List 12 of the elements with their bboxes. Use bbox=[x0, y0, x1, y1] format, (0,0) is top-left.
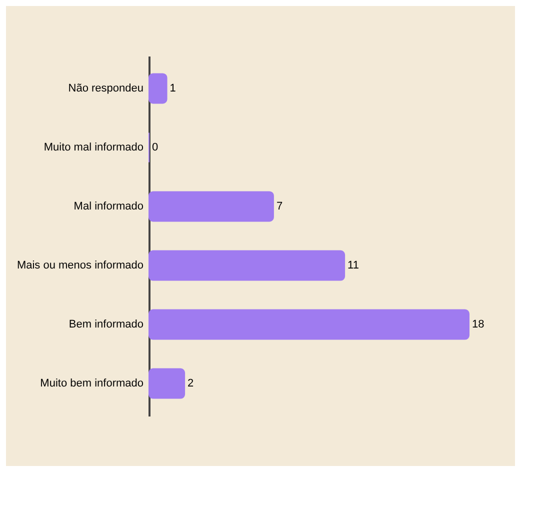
data-label: 11 bbox=[348, 260, 359, 272]
y-tick-label: Muito mal informado bbox=[44, 141, 144, 154]
data-label: 7 bbox=[276, 200, 283, 212]
data-label: 18 bbox=[472, 318, 484, 331]
data-label: 0 bbox=[152, 141, 158, 154]
y-tick-label: Mal informado bbox=[74, 200, 144, 212]
data-label: 1 bbox=[170, 82, 176, 94]
y-tick-label: Muito bem informado bbox=[40, 378, 144, 390]
data-label: 2 bbox=[188, 378, 194, 390]
y-tick-label: Bem informado bbox=[68, 318, 144, 331]
y-tick-label: Não respondeu bbox=[68, 82, 144, 94]
y-tick-label: Mais ou menos informado bbox=[16, 260, 144, 272]
